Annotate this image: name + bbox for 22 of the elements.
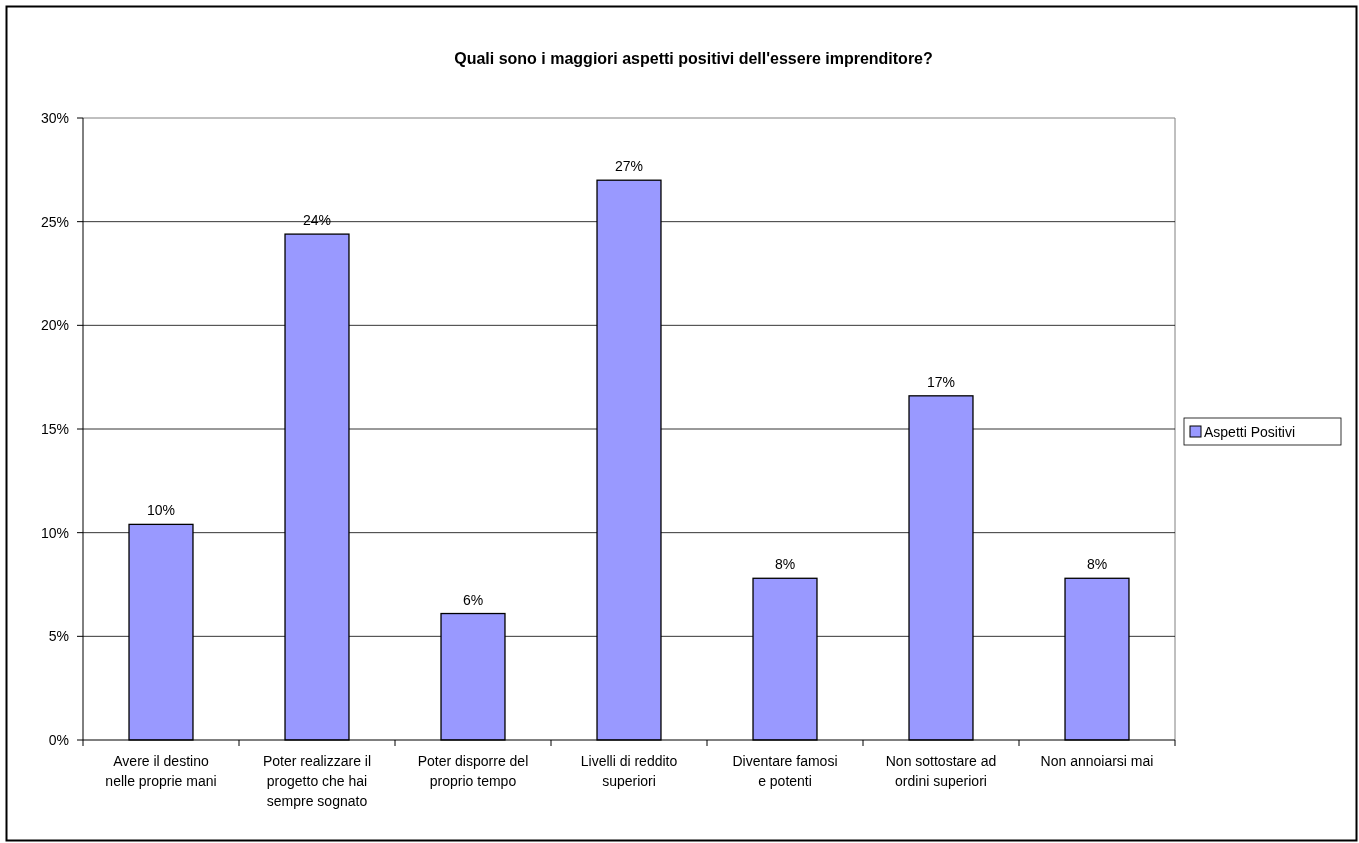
x-tick-label: Livelli di reddito superiori bbox=[580, 753, 678, 789]
data-label: 10% bbox=[146, 502, 176, 519]
x-tick-label: Diventare famosi e potenti bbox=[732, 753, 838, 789]
data-label: 6% bbox=[462, 591, 484, 608]
y-tick-label: 30% bbox=[40, 109, 69, 126]
data-label: 8% bbox=[774, 556, 796, 573]
data-label: 17% bbox=[926, 373, 956, 390]
x-tick-label: Poter realizzare il progetto che hai sempre sognato bbox=[262, 753, 372, 809]
y-tick-label: 10% bbox=[40, 524, 69, 541]
y-tick-label: 15% bbox=[40, 420, 69, 437]
y-tick-label: 0% bbox=[48, 731, 69, 748]
x-tick-label: Poter disporre del proprio tempo bbox=[417, 753, 529, 789]
y-tick-label: 25% bbox=[40, 213, 69, 230]
legend-label: Aspetti Positivi bbox=[1204, 423, 1296, 440]
data-label: 27% bbox=[614, 158, 644, 175]
chart-title: Quali sono i maggiori aspetti positivi dell'essere imprenditore? bbox=[454, 50, 933, 67]
x-tick-label: Non annoiarsi mai bbox=[1040, 753, 1154, 769]
x-tick-label: Avere il destino nelle proprie mani bbox=[105, 753, 217, 789]
y-tick-label: 5% bbox=[48, 628, 69, 645]
y-tick-label: 20% bbox=[40, 317, 69, 334]
x-tick-label: Non sottostare ad ordini superiori bbox=[885, 753, 997, 789]
data-label: 8% bbox=[1086, 556, 1108, 573]
